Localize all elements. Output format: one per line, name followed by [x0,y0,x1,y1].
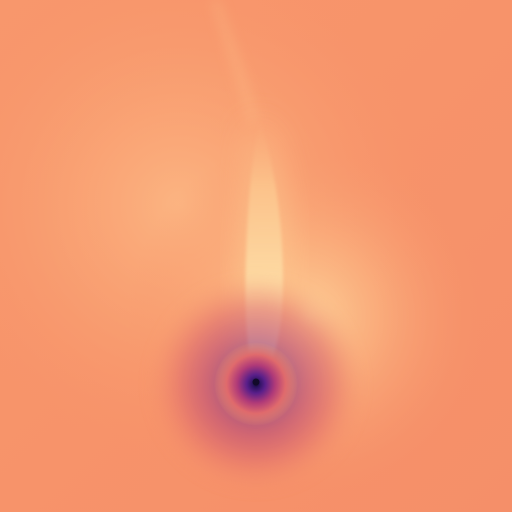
upper-streak [212,0,258,125]
sink-core [252,378,260,386]
